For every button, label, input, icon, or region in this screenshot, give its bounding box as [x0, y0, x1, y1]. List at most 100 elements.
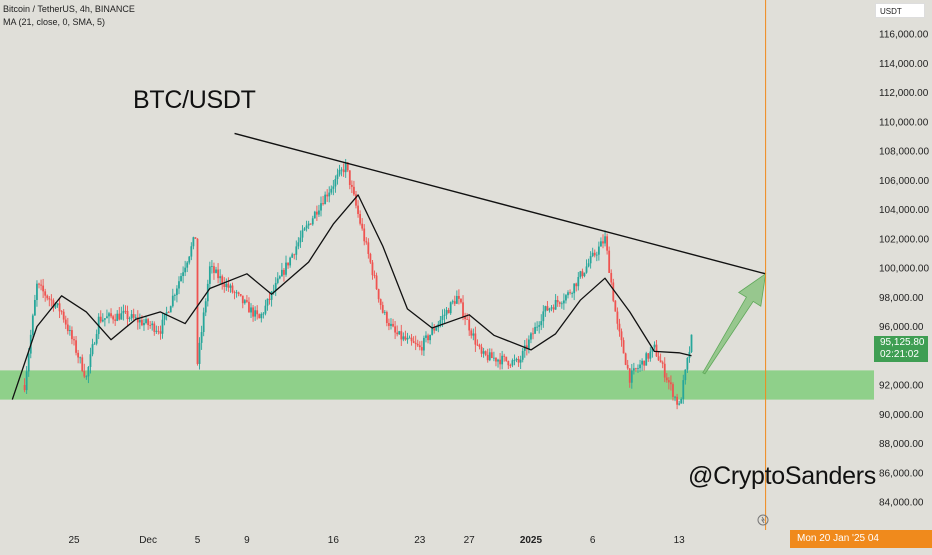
candle-body [178, 281, 180, 289]
symbol-header[interactable]: Bitcoin / TetherUS, 4h, BINANCE [3, 4, 135, 14]
candle-body [661, 362, 664, 364]
candle-body [630, 370, 633, 383]
candle-body [431, 328, 434, 335]
candle-body [112, 316, 115, 320]
candle-body [89, 354, 92, 367]
candle-body [429, 334, 431, 341]
candle-body [106, 316, 108, 319]
candle-body [180, 276, 182, 282]
candle-body [612, 282, 615, 301]
y-tick-label: 88,000.00 [879, 439, 924, 450]
candle-body [486, 354, 489, 361]
replay-icon[interactable] [757, 514, 769, 526]
descending-trendline[interactable] [234, 132, 766, 275]
projection-arrow[interactable] [702, 272, 767, 375]
candle-body [527, 339, 530, 349]
candle-body [371, 262, 374, 276]
candle-body [350, 184, 353, 187]
candle-body [464, 316, 466, 320]
candle-body [643, 360, 646, 366]
candle-body [521, 350, 524, 360]
candle-body [151, 323, 154, 326]
candle-body [447, 309, 450, 314]
candle-body [499, 359, 501, 365]
candle-body [451, 301, 454, 303]
candle-body [390, 323, 392, 326]
candle-body [359, 213, 362, 224]
candle-body [272, 290, 275, 292]
candle-body [614, 300, 617, 312]
candle-body [165, 312, 168, 314]
candle-body [569, 292, 571, 294]
candle-body [490, 352, 493, 359]
candle-body [445, 309, 448, 315]
candle-body [536, 326, 539, 328]
candle-body [126, 310, 129, 320]
candle-body [618, 323, 621, 332]
candle-body [305, 225, 308, 229]
candle-body [42, 285, 45, 292]
candle-body [217, 269, 219, 279]
candle-body [256, 310, 259, 315]
candle-body [690, 334, 693, 352]
currency-selector[interactable]: USDT [875, 3, 925, 18]
candle-body [511, 360, 514, 366]
candle-countdown: 02:21:02 [880, 349, 919, 360]
candle-body [416, 343, 419, 346]
candle-body [550, 307, 553, 309]
candle-body [132, 314, 135, 318]
candle-body [591, 252, 594, 257]
candle-body [381, 305, 384, 313]
candle-body [525, 345, 528, 349]
candle-body [46, 295, 49, 299]
candle-body [27, 353, 30, 372]
candle-body [567, 292, 569, 296]
candle-body [81, 357, 84, 372]
candle-body [680, 399, 683, 404]
moving-average-line[interactable] [11, 194, 692, 400]
candle-body [383, 312, 386, 313]
candle-body [670, 382, 672, 385]
candle-body [544, 306, 547, 312]
candle-body [412, 341, 415, 343]
candle-body [462, 302, 464, 317]
candle-body [157, 330, 160, 332]
indicator-legend[interactable]: MA (21, close, 0, SMA, 5) [3, 17, 106, 27]
x-tick-label: 2025 [520, 535, 543, 546]
candle-body [466, 319, 469, 320]
candle-body [659, 360, 662, 363]
candle-body [583, 272, 586, 277]
candle-body [171, 295, 174, 307]
candle-body [143, 322, 145, 326]
candle-body [554, 300, 557, 310]
candle-body [161, 319, 164, 334]
candle-body [540, 321, 543, 326]
support-zone[interactable] [0, 370, 874, 400]
candle-body [56, 303, 59, 306]
candle-body [355, 194, 357, 206]
candle-body [163, 313, 166, 320]
candle-body [299, 237, 302, 243]
candle-body [406, 337, 409, 340]
candle-body [313, 211, 316, 219]
candle-body [532, 333, 534, 335]
candle-body [110, 313, 112, 317]
candle-body [604, 236, 606, 244]
candle-body [101, 319, 104, 322]
candle-body [120, 313, 123, 320]
candle-body [182, 272, 184, 277]
candle-body [552, 307, 555, 310]
candle-body [320, 203, 322, 211]
candle-body [377, 289, 380, 300]
candle-body [602, 241, 604, 244]
candle-body [103, 318, 106, 320]
candle-body [147, 319, 149, 326]
candle-body [427, 335, 429, 341]
candle-body [307, 223, 310, 226]
candle-body [73, 339, 75, 341]
candle-body [136, 317, 139, 323]
y-tick-label: 104,000.00 [879, 205, 929, 216]
